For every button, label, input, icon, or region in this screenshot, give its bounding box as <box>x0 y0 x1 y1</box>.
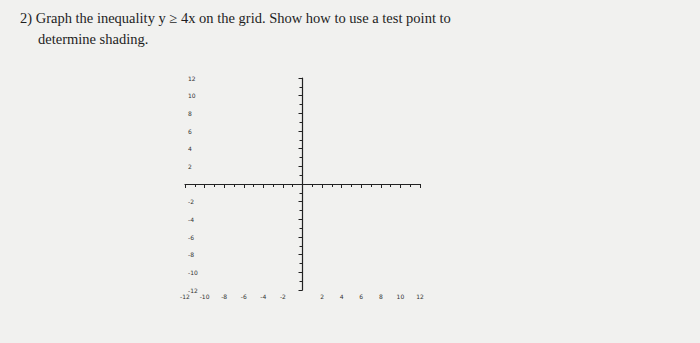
svg-text:12: 12 <box>416 293 424 300</box>
svg-text:-8: -8 <box>221 293 227 300</box>
html-text:2) Graph the inequality y ≥ 4x: 2) Graph the inequality y ≥ 4x on the gr… <box>20 10 451 26</box>
svg-text:10: 10 <box>188 92 196 99</box>
svg-text:4: 4 <box>340 293 344 300</box>
svg-text:-2: -2 <box>188 198 194 205</box>
svg-text:-6: -6 <box>188 234 194 241</box>
svg-text:-8: -8 <box>188 251 194 258</box>
svg-text:2: 2 <box>320 293 324 300</box>
svg-text:-6: -6 <box>241 293 247 300</box>
svg-text:-4: -4 <box>260 293 266 300</box>
svg-text:-2: -2 <box>280 293 286 300</box>
svg-text:-12: -12 <box>188 286 198 294</box>
svg-text:8: 8 <box>379 293 383 300</box>
svg-text:4: 4 <box>188 145 192 152</box>
svg-text:8: 8 <box>188 110 192 117</box>
svg-text:-12: -12 <box>180 293 190 300</box>
svg-text:10: 10 <box>397 293 405 300</box>
svg-text:-10: -10 <box>200 293 210 300</box>
html-text:determine shading.: determine shading. <box>38 31 149 47</box>
svg-text:-10: -10 <box>188 269 198 276</box>
svg-text:6: 6 <box>359 293 363 300</box>
svg-text:12: 12 <box>188 75 196 82</box>
svg-text:-4: -4 <box>188 216 194 223</box>
svg-text:6: 6 <box>188 128 192 135</box>
svg-text:2: 2 <box>188 163 192 170</box>
